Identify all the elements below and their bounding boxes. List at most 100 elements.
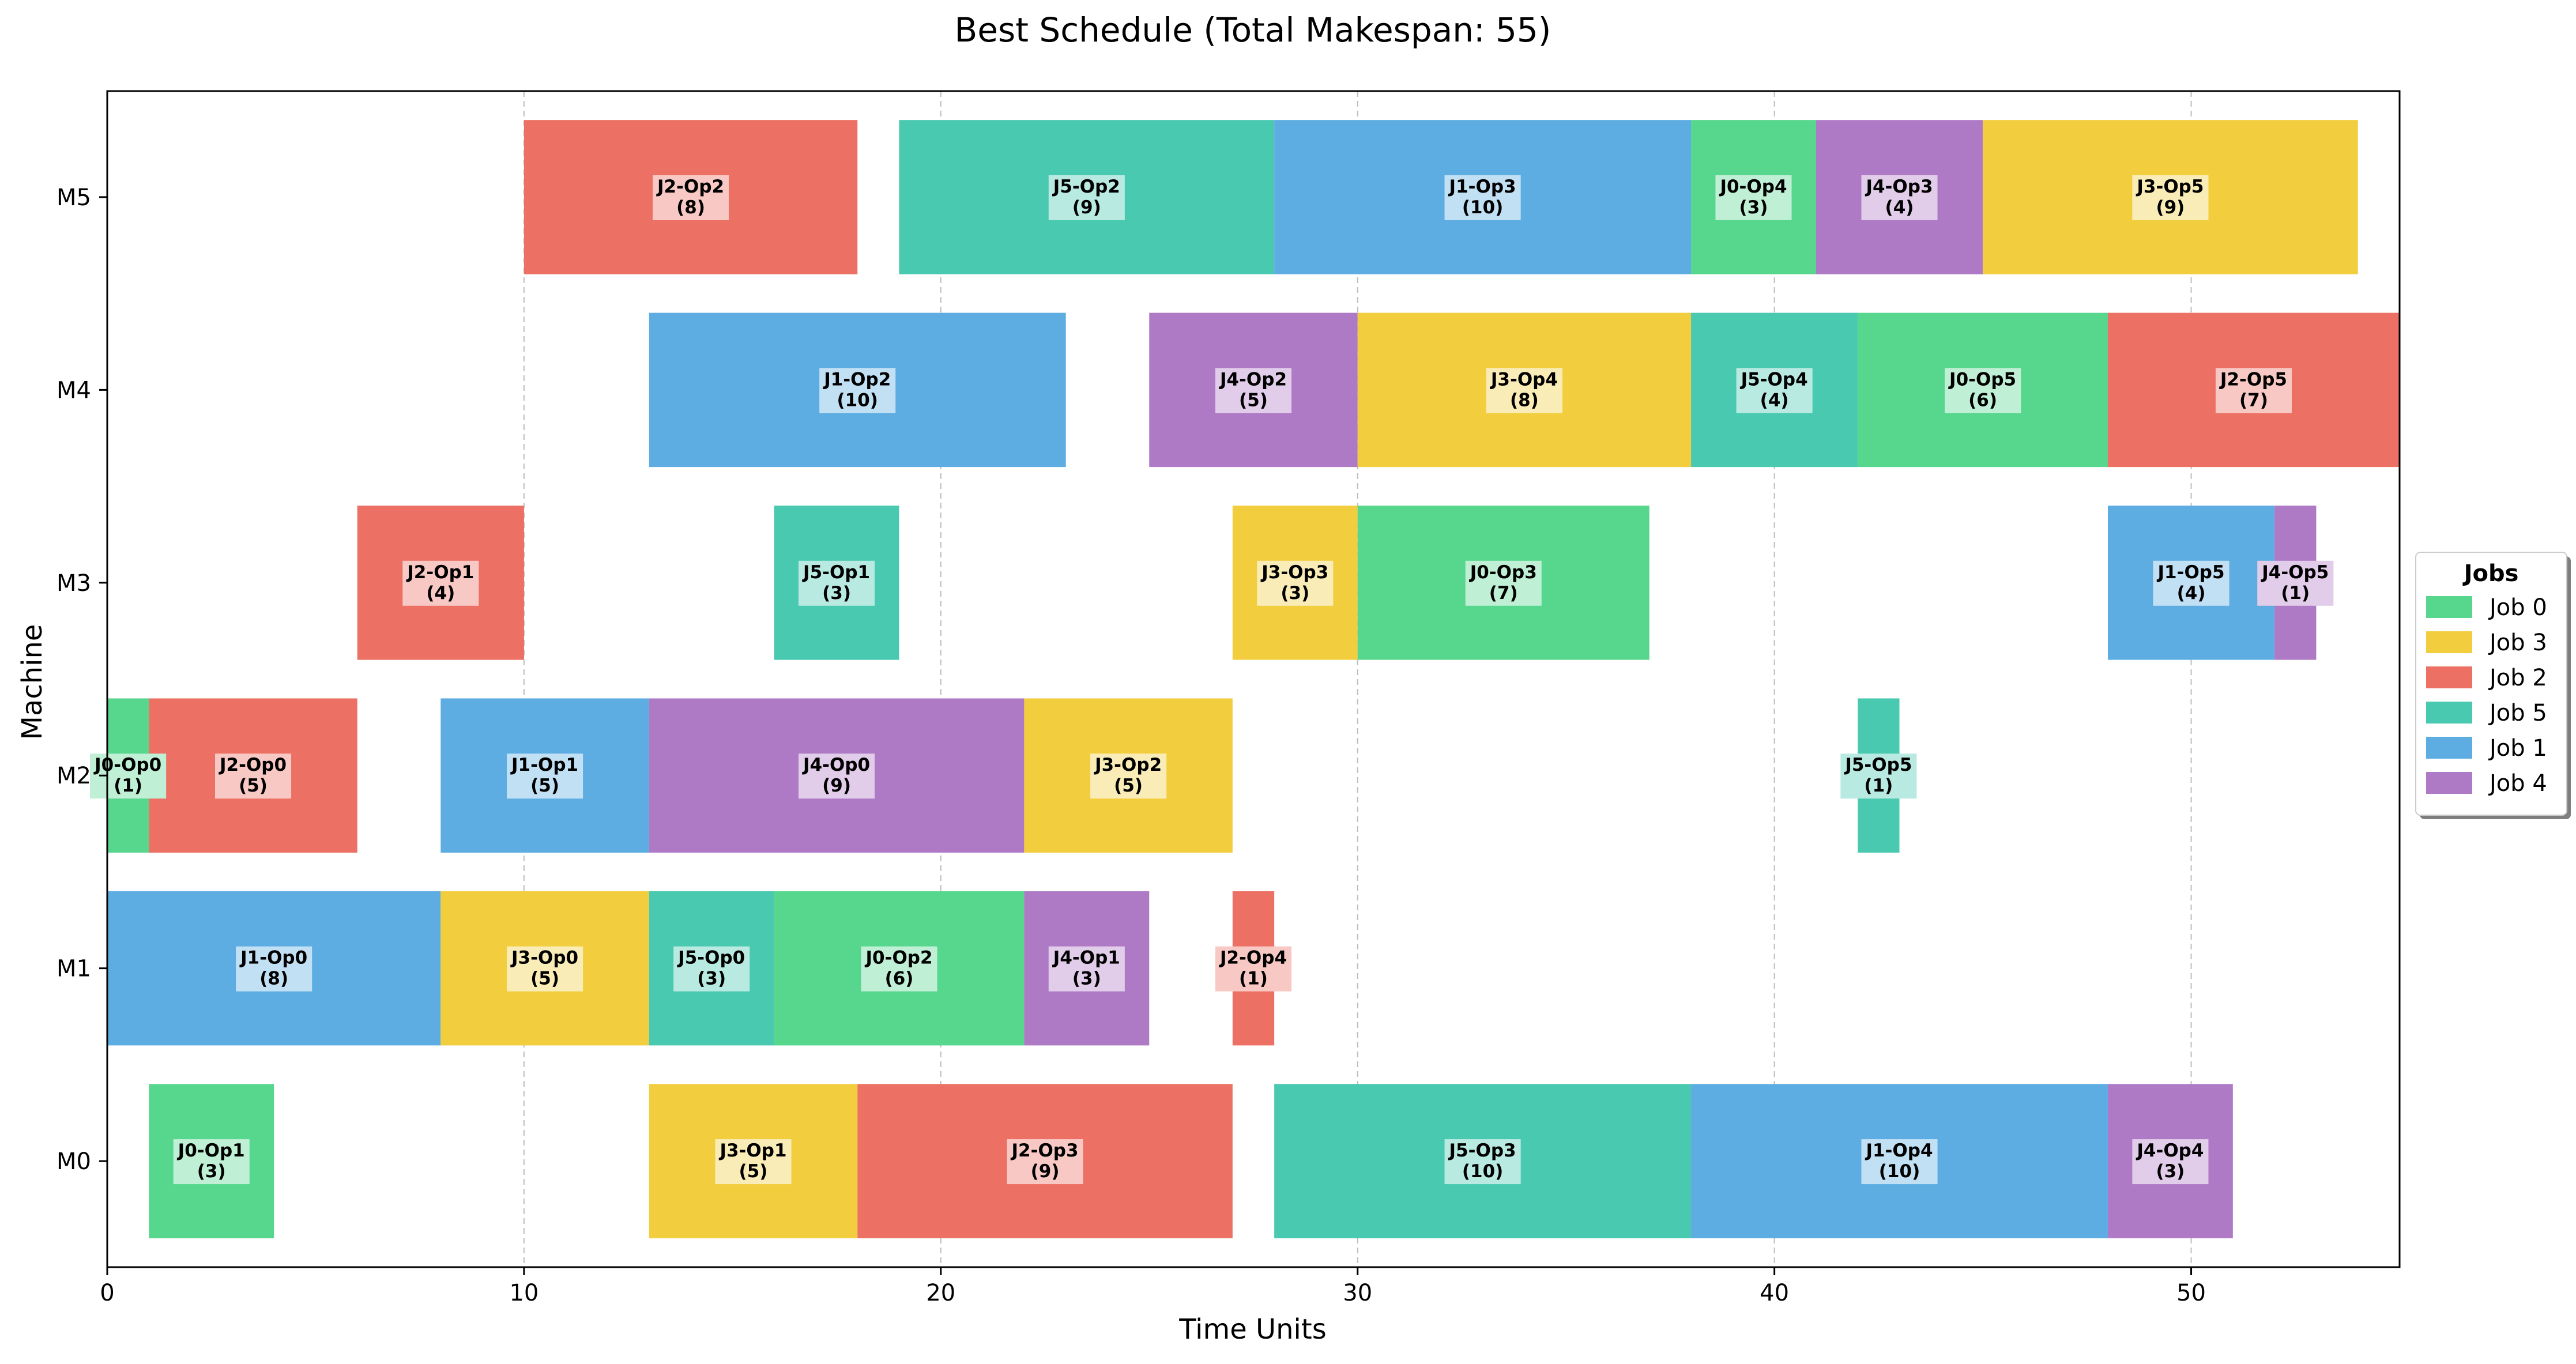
operation-label-background xyxy=(1048,175,1125,220)
operation-label-background xyxy=(1736,368,1813,413)
operation-labels: J0-Op1(3)J3-Op1(5)J2-Op3(9)J5-Op3(10)J1-… xyxy=(90,175,2334,1185)
operation-name: J3-Op3 xyxy=(1260,562,1328,583)
operation-label-background xyxy=(1257,560,1334,606)
legend-title: Jobs xyxy=(2462,560,2519,587)
operation-name: J2-Op1 xyxy=(406,562,474,583)
axis-ticks: 0 10 20 30 40 50 M0 M1 M2 M3 M4 M5 xyxy=(57,184,2206,1306)
operation-label: J2-Op2(8) xyxy=(653,175,729,220)
operation-duration: (9) xyxy=(2156,197,2185,218)
operation-label: J5-Op1(3) xyxy=(799,560,875,606)
y-tick-label: M1 xyxy=(57,956,91,982)
operation-label: J4-Op4(3) xyxy=(2132,1139,2209,1185)
operation-label: J5-Op2(9) xyxy=(1048,175,1125,220)
operation-label-background xyxy=(2132,1139,2209,1185)
operation-name: J5-Op5 xyxy=(1844,755,1912,775)
x-tick-label: 10 xyxy=(509,1280,538,1306)
operation-label-background xyxy=(236,946,312,992)
operation-name: J2-Op2 xyxy=(656,176,724,197)
operation-label: J1-Op4(10) xyxy=(1861,1139,1938,1185)
operation-name: J0-Op1 xyxy=(177,1140,245,1161)
y-axis-label: Machine xyxy=(16,624,48,740)
legend-entry-label: Job 2 xyxy=(2488,665,2547,691)
operation-label: J3-Op3(3) xyxy=(1257,560,1334,606)
operation-duration: (5) xyxy=(1114,775,1143,796)
operation-label-background xyxy=(507,753,583,799)
operation-name: J2-Op4 xyxy=(1219,948,1287,969)
operation-label-background xyxy=(1861,1139,1938,1185)
operation-label: J1-Op1(5) xyxy=(507,753,583,799)
operation-name: J0-Op2 xyxy=(864,948,932,969)
operation-duration: (5) xyxy=(530,775,559,796)
operation-label-background xyxy=(653,175,729,220)
operation-name: J0-Op3 xyxy=(1469,562,1537,583)
operation-label: J2-Op1(4) xyxy=(402,560,479,606)
operation-label-background xyxy=(673,946,750,992)
operation-duration: (1) xyxy=(1239,969,1268,989)
operation-label: J4-Op0(9) xyxy=(799,753,875,799)
operation-label: J1-Op5(4) xyxy=(2153,560,2229,606)
operation-label: J4-Op5(1) xyxy=(2257,560,2334,606)
operation-duration: (4) xyxy=(426,583,455,604)
operation-duration: (3) xyxy=(1281,583,1309,604)
x-tick-label: 30 xyxy=(1343,1280,1372,1306)
operation-name: J5-Op1 xyxy=(802,562,870,583)
operation-label-background xyxy=(715,1139,792,1185)
operation-name: J1-Op4 xyxy=(1865,1140,1933,1161)
operation-name: J1-Op3 xyxy=(1448,176,1516,197)
operation-duration: (3) xyxy=(1739,197,1768,218)
operation-duration: (3) xyxy=(1072,969,1101,989)
operation-duration: (9) xyxy=(1072,197,1101,218)
operation-name: J3-Op0 xyxy=(510,948,578,969)
x-axis-label: Time Units xyxy=(1178,1313,1326,1346)
legend-swatch xyxy=(2426,596,2472,618)
legend-swatch xyxy=(2426,702,2472,724)
x-tick-label: 40 xyxy=(1760,1280,1789,1306)
operation-name: J5-Op2 xyxy=(1052,176,1120,197)
legend-swatch xyxy=(2426,631,2472,653)
legend-swatch xyxy=(2426,737,2472,759)
operation-name: J2-Op0 xyxy=(219,755,287,775)
operation-label: J0-Op1(3) xyxy=(173,1139,250,1185)
operation-label-background xyxy=(1840,753,1917,799)
operation-label: J3-Op2(5) xyxy=(1090,753,1167,799)
operation-duration: (10) xyxy=(1462,197,1503,218)
operation-duration: (6) xyxy=(885,969,914,989)
legend-entry-label: Job 0 xyxy=(2488,594,2547,621)
operation-label: J3-Op0(5) xyxy=(507,946,583,992)
operation-name: J4-Op1 xyxy=(1052,948,1120,969)
legend-entry-label: Job 5 xyxy=(2488,700,2547,726)
operation-label: J3-Op1(5) xyxy=(715,1139,792,1185)
grid-lines xyxy=(523,91,2192,1267)
legend-entry-label: Job 4 xyxy=(2488,770,2547,797)
operation-name: J5-Op4 xyxy=(1740,369,1808,390)
operation-label-background xyxy=(507,946,583,992)
operation-duration: (4) xyxy=(1760,390,1789,410)
operation-label-background xyxy=(1215,946,1292,992)
operation-name: J2-Op3 xyxy=(1010,1140,1078,1161)
operation-duration: (3) xyxy=(822,583,851,604)
y-tick-label: M5 xyxy=(57,184,91,211)
operation-duration: (5) xyxy=(530,969,559,989)
operation-name: J1-Op1 xyxy=(510,755,578,775)
operation-name: J4-Op4 xyxy=(2136,1140,2204,1161)
operation-name: J0-Op0 xyxy=(93,755,161,775)
operation-label: J1-Op3(10) xyxy=(1444,175,1521,220)
x-tick-label: 0 xyxy=(100,1280,114,1306)
legend-swatch xyxy=(2426,666,2472,688)
operation-duration: (9) xyxy=(1031,1161,1060,1182)
operation-label-background xyxy=(1444,175,1521,220)
operation-name: J4-Op2 xyxy=(1219,369,1287,390)
operation-label: J3-Op5(9) xyxy=(2132,175,2209,220)
legend-swatch xyxy=(2426,772,2472,794)
operation-label: J0-Op5(6) xyxy=(1945,368,2021,413)
operation-label-background xyxy=(799,753,875,799)
operation-duration: (1) xyxy=(1864,775,1893,796)
operation-name: J3-Op4 xyxy=(1490,369,1558,390)
legend: Jobs Job 0 Job 3 Job 2 Job 5 Job 1 Job 4 xyxy=(2415,552,2571,819)
operation-name: J3-Op1 xyxy=(718,1140,786,1161)
operation-duration: (7) xyxy=(1489,583,1518,604)
operation-label-background xyxy=(173,1139,250,1185)
legend-entry-label: Job 1 xyxy=(2488,735,2547,762)
operation-label-background xyxy=(1048,946,1125,992)
